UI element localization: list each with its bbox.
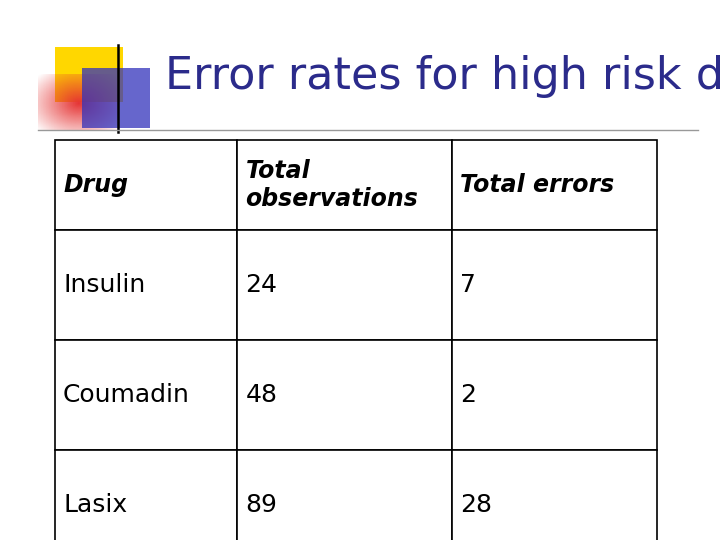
Text: Coumadin: Coumadin xyxy=(63,383,190,407)
Bar xyxy=(55,340,238,450)
Bar xyxy=(55,140,238,230)
Text: Total
observations: Total observations xyxy=(246,159,418,211)
Bar xyxy=(452,340,657,450)
Text: Drug: Drug xyxy=(63,173,128,197)
Text: 48: 48 xyxy=(246,383,277,407)
Bar xyxy=(238,450,452,540)
Text: 28: 28 xyxy=(460,493,492,517)
Text: Error rates for high risk drugs: Error rates for high risk drugs xyxy=(165,56,720,98)
Text: 89: 89 xyxy=(246,493,277,517)
Text: Lasix: Lasix xyxy=(63,493,127,517)
Text: Total errors: Total errors xyxy=(460,173,614,197)
Bar xyxy=(55,230,238,340)
Bar xyxy=(238,140,452,230)
Bar xyxy=(238,230,452,340)
Bar xyxy=(452,230,657,340)
Text: 7: 7 xyxy=(460,273,476,297)
Bar xyxy=(55,450,238,540)
Text: Insulin: Insulin xyxy=(63,273,145,297)
Bar xyxy=(238,340,452,450)
Bar xyxy=(452,450,657,540)
Text: 24: 24 xyxy=(246,273,277,297)
Bar xyxy=(452,140,657,230)
Text: 2: 2 xyxy=(460,383,476,407)
